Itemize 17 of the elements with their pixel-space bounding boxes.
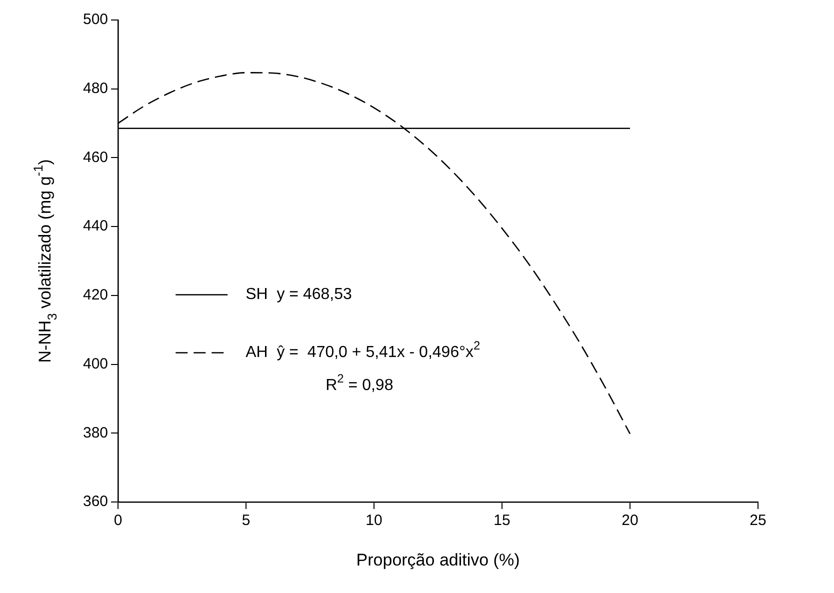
x-axis-title: Proporção aditivo (%) — [356, 550, 520, 570]
y-tick-label: 440 — [82, 218, 108, 235]
x-tick-label: 10 — [366, 512, 382, 530]
y-tick-label: 360 — [82, 493, 108, 510]
y-tick-label: 380 — [82, 424, 108, 442]
y-axis-title: N-NH3 volatilizado (mg g-1) — [30, 159, 60, 363]
x-tick-label: 20 — [622, 512, 638, 530]
y-tick-label: 500 — [82, 11, 108, 28]
legend-label: SH y = 468,53 — [246, 286, 352, 304]
x-tick-label: 5 — [242, 512, 250, 530]
x-tick-label: 15 — [494, 512, 510, 530]
y-tick-label: 460 — [82, 148, 108, 166]
y-tick-label: 480 — [82, 80, 108, 97]
x-tick-label: 25 — [750, 512, 766, 530]
x-tick-label: 0 — [114, 512, 122, 530]
y-tick-label: 400 — [82, 355, 108, 372]
y-tick-label: 420 — [82, 286, 108, 304]
